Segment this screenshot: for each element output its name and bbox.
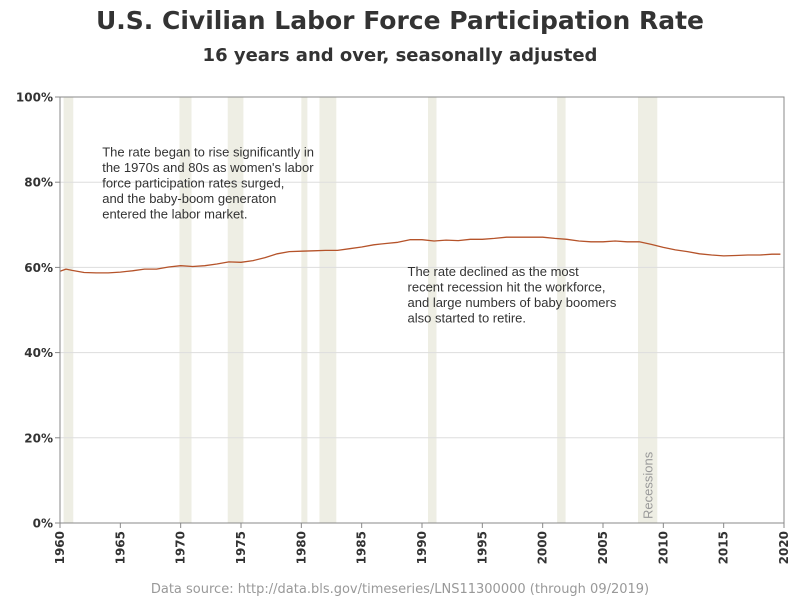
annotation-line: The rate began to rise significantly in — [102, 145, 314, 160]
recession-band — [637, 97, 658, 523]
x-tick-label: 1960 — [53, 531, 67, 564]
x-tick-label: 2000 — [536, 531, 550, 564]
recession-band — [63, 97, 74, 523]
x-tick-label: 1985 — [355, 531, 369, 564]
y-tick-label: 80% — [24, 176, 53, 190]
chart-title: U.S. Civilian Labor Force Participation … — [96, 6, 704, 35]
y-tick-label: 20% — [24, 431, 53, 445]
y-tick-label: 100% — [16, 91, 53, 105]
data-source-note: Data source: http://data.bls.gov/timeser… — [150, 582, 650, 597]
y-tick-label: 40% — [24, 346, 53, 360]
x-tick-label: 1970 — [174, 531, 188, 564]
axes: 0% 20% 40% 60% 80% 100% 1960 1965 1970 1975 1980 19… — [16, 91, 791, 565]
x-tick-label: 1965 — [113, 531, 127, 564]
gridlines — [60, 181, 784, 439]
recession-band — [319, 97, 337, 523]
annotation-line: the 1970s and 80s as women's labor — [102, 160, 314, 175]
annotation-line: also started to retire. — [408, 310, 527, 325]
recession-bands — [63, 97, 658, 523]
series-lines — [59, 236, 781, 274]
x-tick-label: 2010 — [656, 531, 670, 564]
recession-band — [428, 97, 437, 523]
x-tick-label: 2015 — [717, 531, 731, 564]
chart-labels: Recessions The rate began to rise signifi… — [102, 145, 655, 519]
chart-subtitle: 16 years and over, seasonally adjusted — [202, 45, 598, 66]
annotation-line: recent recession hit the workforce, — [408, 279, 606, 294]
recessions-label: Recessions — [641, 451, 656, 519]
x-tick-label: 2020 — [777, 531, 791, 564]
recession-band — [179, 97, 192, 523]
x-tick-label: 1995 — [475, 531, 489, 564]
x-tick-label: 2005 — [596, 531, 610, 564]
y-tick-label: 60% — [24, 261, 53, 275]
annotation-line: force participation rates surged, — [102, 176, 284, 191]
y-tick-label: 0% — [33, 517, 53, 531]
annotation-line: The rate declined as the most — [408, 264, 580, 279]
annotation-line: entered the labor market. — [102, 207, 247, 222]
annotation-line: and large numbers of baby boomers — [408, 295, 617, 310]
recession-band — [301, 97, 308, 523]
x-tick-label: 1980 — [294, 531, 308, 564]
participation-rate-line — [59, 236, 781, 274]
recession-band — [227, 97, 244, 523]
annotation-line: and the baby-boom generaton — [102, 191, 276, 206]
x-tick-label: 1975 — [234, 531, 248, 564]
x-tick-label: 1990 — [415, 531, 429, 564]
recession-band — [557, 97, 566, 523]
